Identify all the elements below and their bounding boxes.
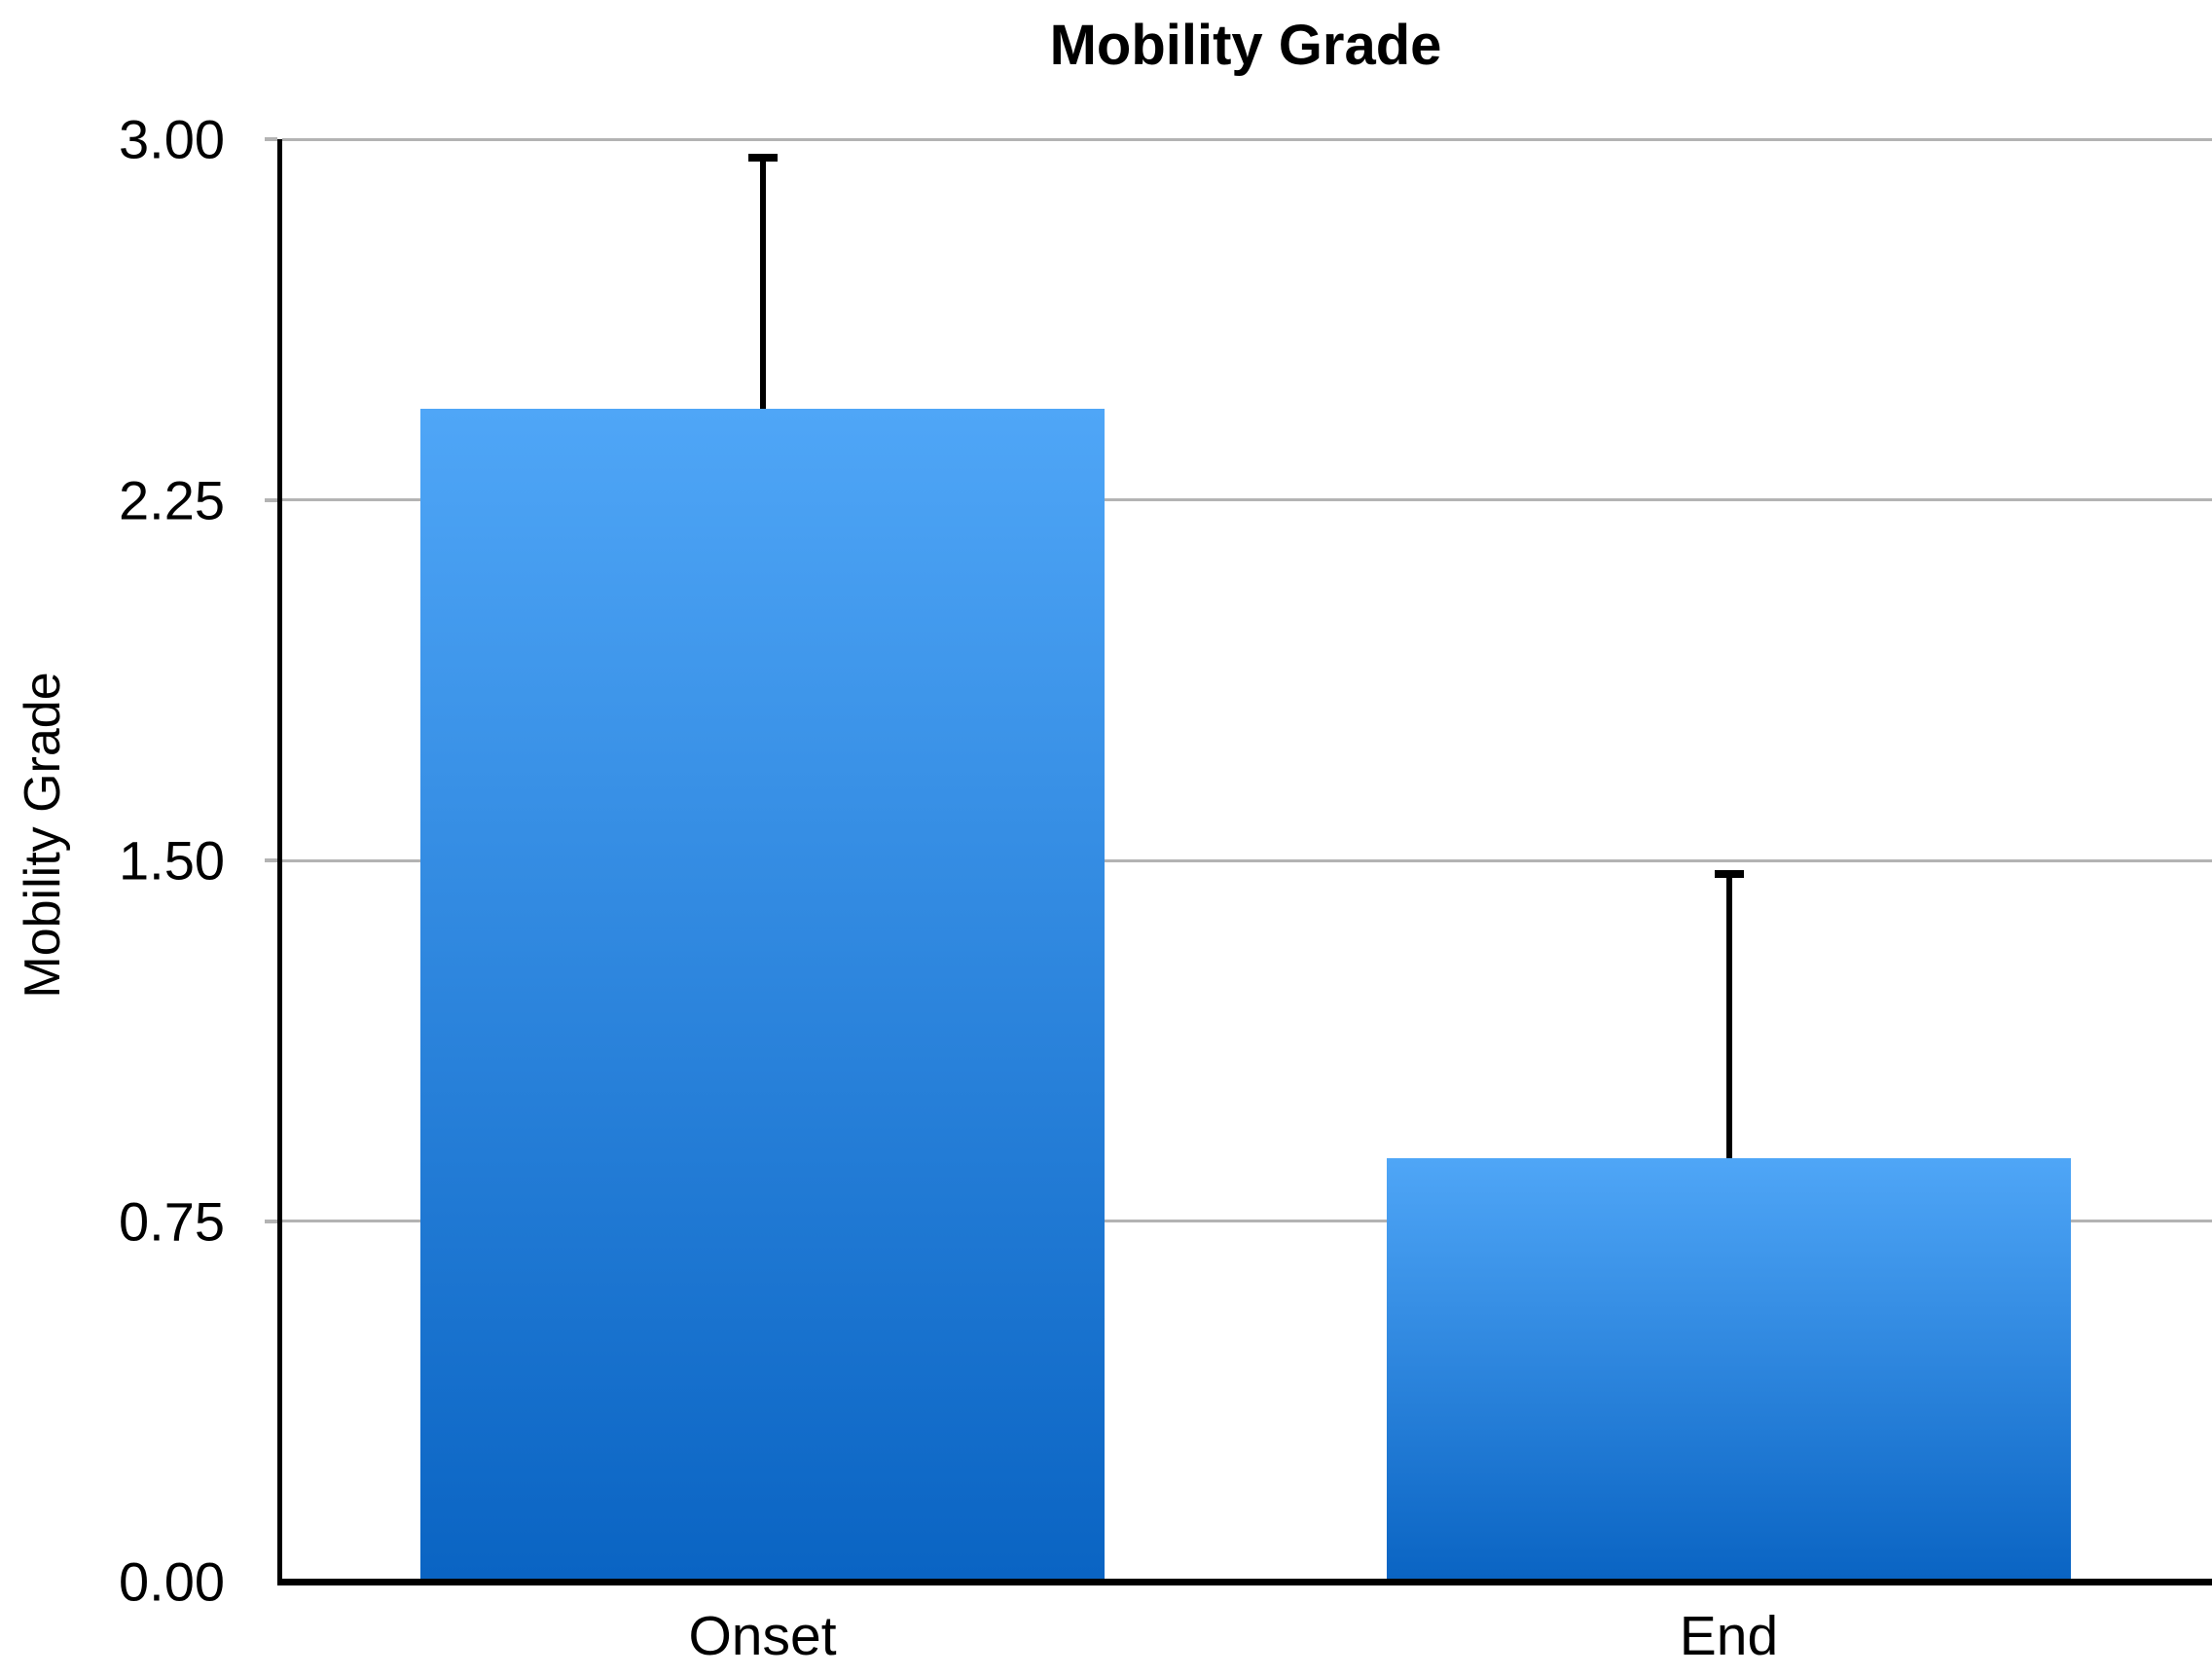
gridline-0.75 [282,1220,2212,1222]
bar-onset [420,408,1105,1579]
y-axis-tick [265,497,277,502]
chart-title: Mobility Grade [1049,14,1442,77]
gridline-3.00 [282,137,2212,141]
y-tick-label: 0.75 [119,1190,225,1252]
error-bar-line-onset [759,153,766,409]
gridline-1.50 [282,858,2212,862]
y-axis-tick [265,858,277,862]
error-bar-cap-end [1714,869,1744,878]
y-tick-label: 2.25 [119,469,225,530]
y-axis-tick [265,137,277,141]
y-tick-label: 1.50 [119,829,225,892]
x-category-label-end: End [1679,1605,1779,1667]
y-tick-label: 0.00 [119,1550,225,1613]
gridline-2.25 [282,498,2212,501]
y-axis-line [277,139,282,1585]
y-tick-label: 3.00 [119,108,225,170]
y-axis-tick [265,1219,277,1223]
x-axis-line [277,1579,2212,1585]
error-bar-line-end [1725,869,1732,1159]
bar-end [1387,1158,2071,1579]
error-bar-cap-onset [747,153,778,162]
x-category-label-onset: Onset [688,1605,837,1667]
